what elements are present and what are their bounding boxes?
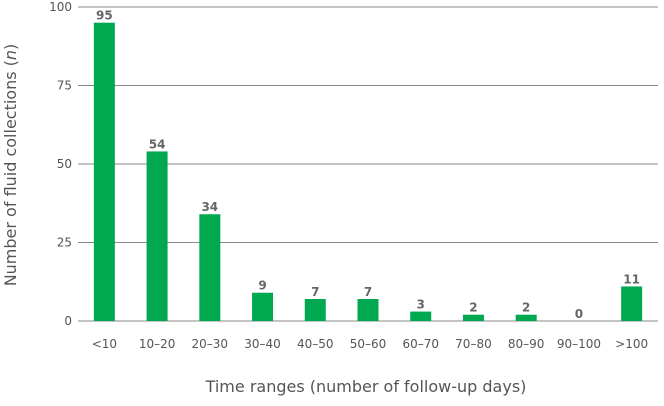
x-axis-title: Time ranges (number of follow-up days) <box>205 377 527 396</box>
data-label: 2 <box>522 301 530 315</box>
data-label: 95 <box>96 9 113 23</box>
data-label: 7 <box>364 285 372 299</box>
x-tick-label: 60–70 <box>402 337 439 351</box>
x-tick-label: 50–60 <box>350 337 387 351</box>
y-axis-title: Number of fluid collections (n) <box>1 44 20 287</box>
x-tick-label: 10–20 <box>139 337 176 351</box>
bar <box>199 214 221 321</box>
data-label: 11 <box>623 272 640 286</box>
data-labels: 95 54 34 9 7 7 3 2 2 0 11 <box>96 9 640 321</box>
data-label: 34 <box>201 200 218 214</box>
bar <box>146 151 168 321</box>
data-label: 0 <box>575 307 583 321</box>
bar <box>252 292 274 321</box>
bars <box>93 22 643 321</box>
y-axis-ticks: 0 25 50 75 100 <box>49 0 72 328</box>
y-tick-label: 50 <box>57 157 72 171</box>
bar <box>462 314 484 321</box>
x-tick-label: 70–80 <box>455 337 492 351</box>
bar <box>304 299 326 321</box>
data-label: 54 <box>149 137 166 151</box>
bar <box>93 22 115 321</box>
data-label: 2 <box>469 301 477 315</box>
x-tick-label: 40–50 <box>297 337 334 351</box>
y-tick-label: 25 <box>57 236 72 250</box>
bar <box>410 311 432 321</box>
gridlines <box>78 6 658 322</box>
data-label: 9 <box>258 279 266 293</box>
data-label: 7 <box>311 285 319 299</box>
x-tick-label: 30–40 <box>244 337 281 351</box>
x-axis-ticks: <10 10–20 20–30 30–40 40–50 50–60 60–70 70–80 80… <box>92 337 648 351</box>
bar <box>357 299 379 321</box>
x-tick-label: 80–90 <box>508 337 545 351</box>
x-tick-label: 90–100 <box>557 337 601 351</box>
bar <box>621 286 643 321</box>
y-tick-label: 75 <box>57 79 72 93</box>
x-tick-label: >100 <box>615 337 648 351</box>
bar <box>515 314 537 321</box>
x-tick-label: 20–30 <box>192 337 229 351</box>
y-tick-label: 100 <box>49 0 72 14</box>
x-tick-label: <10 <box>92 337 117 351</box>
data-label: 3 <box>417 298 425 312</box>
y-tick-label: 0 <box>64 314 72 328</box>
